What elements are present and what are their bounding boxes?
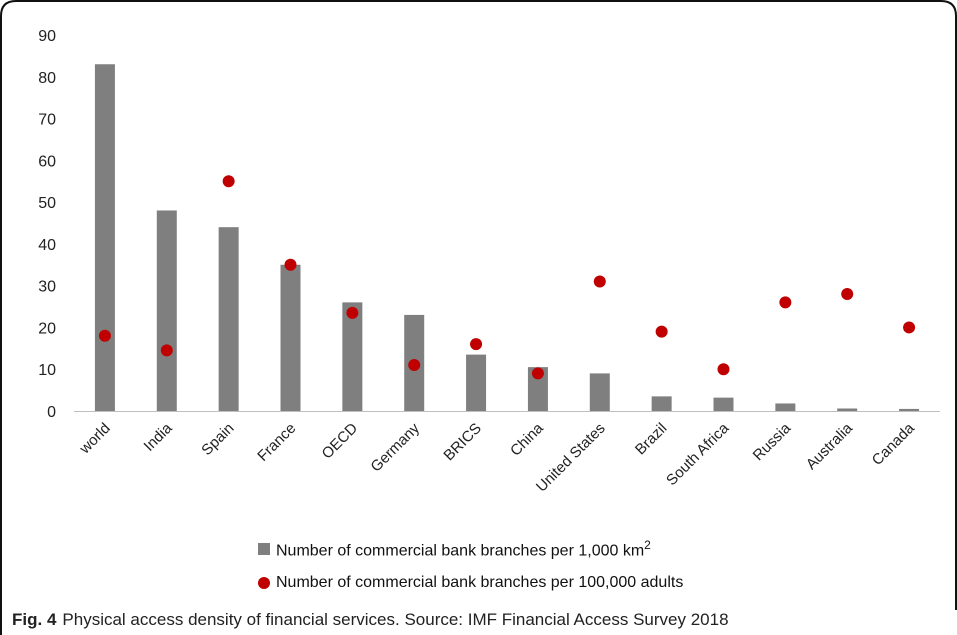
bar [837, 408, 858, 411]
legend-label-dots: Number of commercial bank branches per 1… [276, 574, 684, 591]
x-tick-label: Spain [198, 420, 237, 459]
bar [527, 367, 548, 411]
x-tick-label: Canada [869, 419, 919, 469]
bar [651, 396, 672, 411]
bar [713, 397, 734, 411]
x-tick-label: Russia [750, 419, 795, 464]
x-tick-label: India [141, 419, 176, 454]
x-tick-label: OECD [319, 420, 362, 463]
legend-item-bars: Number of commercial bank branches per 1… [258, 538, 651, 560]
dot-series [98, 175, 916, 380]
x-tick-label: Brazil [632, 420, 671, 459]
bar-series [94, 64, 920, 411]
figure-caption: Fig. 4 Physical access density of financi… [12, 610, 729, 630]
x-tick-label: France [254, 420, 299, 465]
bar [156, 210, 177, 411]
bar [775, 403, 796, 411]
bar [218, 227, 239, 411]
dot-point [98, 329, 111, 342]
dot-point [160, 344, 173, 357]
x-tick-label: Australia [803, 419, 857, 473]
bar [899, 408, 920, 411]
dot-point [470, 338, 483, 351]
dot-point [284, 258, 297, 271]
y-tick-label: 60 [38, 153, 56, 170]
y-tick-label: 80 [38, 70, 56, 87]
dot-point [531, 367, 544, 380]
bar [589, 373, 610, 411]
x-tick-label: China [507, 419, 547, 459]
bar [342, 302, 363, 411]
bar [94, 64, 115, 411]
x-tick-label: BRICS [440, 420, 484, 464]
y-tick-label: 50 [38, 195, 56, 212]
x-axis-labels: world India Spain France OECD Germany BRICS Chi… [76, 419, 919, 495]
y-tick-label: 70 [38, 112, 56, 129]
dot-point [841, 288, 854, 301]
dot-point [593, 275, 606, 288]
y-axis: 0 10 20 30 40 50 60 70 80 90 [38, 28, 56, 421]
y-tick-label: 10 [38, 362, 56, 379]
bar [280, 264, 301, 411]
dot-point [346, 306, 359, 319]
legend-item-dots: Number of commercial bank branches per 1… [258, 574, 683, 592]
y-tick-label: 20 [38, 320, 56, 337]
bar-chart: 0 10 20 30 40 50 60 70 80 90 world India Spain Franc… [38, 28, 940, 496]
y-tick-label: 30 [38, 279, 56, 296]
figure-label: Fig. 4 [12, 610, 57, 629]
x-tick-label: world [76, 420, 114, 458]
legend-swatch-bar [258, 543, 270, 556]
y-tick-label: 90 [38, 28, 56, 45]
dot-point [655, 325, 668, 338]
bar [466, 354, 487, 411]
x-tick-label: South Africa [663, 419, 733, 489]
dot-point [222, 175, 235, 188]
dot-point [903, 321, 916, 334]
y-tick-label: 40 [38, 237, 56, 254]
y-tick-label: 0 [47, 404, 56, 421]
figure-caption-text: Physical access density of financial ser… [62, 610, 729, 629]
legend-swatch-dot [258, 577, 270, 589]
x-tick-label: Germany [367, 419, 423, 475]
dot-point [717, 363, 730, 376]
legend-label-bars: Number of commercial bank branches per 1… [276, 538, 651, 560]
dot-point [779, 296, 792, 309]
dot-point [408, 359, 421, 372]
